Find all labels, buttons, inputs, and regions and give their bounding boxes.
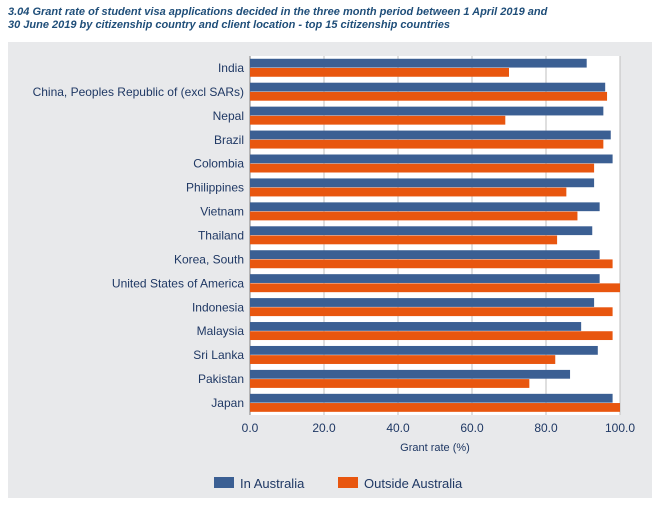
category-label: Philippines xyxy=(186,181,244,195)
x-tick-label: 20.0 xyxy=(312,421,336,435)
bar-outside-australia xyxy=(250,115,506,125)
x-tick-labels: 0.0 20.0 40.0 60.0 80.0 100.0 xyxy=(242,421,636,435)
bar-outside-australia xyxy=(250,67,509,77)
bar-in-australia xyxy=(250,274,600,283)
category-label: Vietnam xyxy=(200,205,244,219)
x-tick-label: 0.0 xyxy=(242,421,259,435)
bar-outside-australia xyxy=(250,259,613,269)
category-label: Nepal xyxy=(213,109,244,123)
category-label: Colombia xyxy=(193,157,244,171)
legend-swatch xyxy=(338,477,358,488)
bar-chart: India China, Peoples Republic of (excl SA… xyxy=(33,56,636,491)
category-labels: India China, Peoples Republic of (excl SA… xyxy=(33,61,245,410)
category-label: Thailand xyxy=(198,229,244,243)
bar-in-australia xyxy=(250,393,613,403)
bar-outside-australia xyxy=(250,163,595,173)
x-axis-title: Grant rate (%) xyxy=(400,442,470,454)
x-tick-label: 40.0 xyxy=(386,421,410,435)
x-tick-label: 80.0 xyxy=(534,421,558,435)
chart-panel: India China, Peoples Republic of (excl SA… xyxy=(8,42,652,498)
category-label: Korea, South xyxy=(174,252,244,266)
category-label: Malaysia xyxy=(197,324,245,338)
bar-in-australia xyxy=(250,106,604,116)
bar-in-australia xyxy=(250,250,600,260)
bar-in-australia xyxy=(250,322,582,331)
category-label: Sri Lanka xyxy=(193,348,244,362)
category-label: Pakistan xyxy=(198,372,244,386)
bar-outside-australia xyxy=(250,91,608,101)
bar-outside-australia xyxy=(250,331,613,341)
legend-swatch xyxy=(214,477,234,488)
bar-in-australia xyxy=(250,298,595,307)
bar-outside-australia xyxy=(250,379,530,388)
category-label: Indonesia xyxy=(192,300,244,314)
bar-outside-australia xyxy=(250,187,567,197)
category-label: Brazil xyxy=(214,133,244,147)
legend-label: Outside Australia xyxy=(364,476,463,491)
legend: In Australia Outside Australia xyxy=(214,476,463,491)
bar-in-australia xyxy=(250,154,613,164)
x-tick-label: 100.0 xyxy=(605,421,635,435)
bar-in-australia xyxy=(250,226,593,236)
category-label: United States of America xyxy=(112,276,244,290)
bar-in-australia xyxy=(250,369,571,379)
bar-in-australia xyxy=(250,178,595,188)
category-label: India xyxy=(218,61,244,75)
x-tick-label: 60.0 xyxy=(460,421,484,435)
bar-in-australia xyxy=(250,345,598,355)
chart-title-line-2: 30 June 2019 by citizenship country and … xyxy=(8,19,450,31)
chart-title: 3.04 Grant rate of student visa applicat… xyxy=(8,6,648,32)
bar-outside-australia xyxy=(250,283,620,293)
bar-in-australia xyxy=(250,130,611,140)
bar-in-australia xyxy=(250,58,587,68)
chart-title-line-1: 3.04 Grant rate of student visa applicat… xyxy=(8,6,548,18)
bars xyxy=(250,58,620,412)
category-label: Japan xyxy=(211,396,244,410)
bar-outside-australia xyxy=(250,235,558,245)
category-label: China, Peoples Republic of (excl SARs) xyxy=(33,85,244,99)
bar-outside-australia xyxy=(250,307,613,317)
bar-outside-australia xyxy=(250,355,556,364)
legend-label: In Australia xyxy=(240,476,305,491)
bar-in-australia xyxy=(250,82,606,92)
bar-outside-australia xyxy=(250,403,620,412)
bar-in-australia xyxy=(250,202,600,212)
bar-outside-australia xyxy=(250,211,578,221)
bar-outside-australia xyxy=(250,139,604,149)
